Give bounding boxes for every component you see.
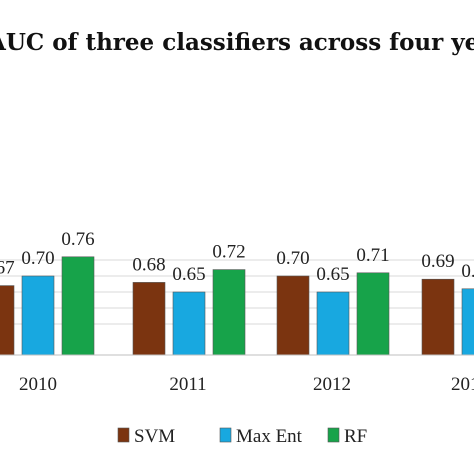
bar-max-ent-2012 — [316, 291, 350, 356]
value-label: 0.69 — [421, 251, 454, 272]
legend: SVM Max Ent RF — [117, 426, 367, 447]
x-tick-label: 2013 — [451, 374, 474, 395]
bar-rf-2011 — [212, 269, 246, 356]
value-label: 0.65 — [172, 264, 205, 285]
bar-max-ent-2011 — [172, 291, 206, 356]
legend-label: Max Ent — [236, 426, 303, 447]
legend-swatch-max-ent — [219, 427, 232, 443]
chart-title: AUC of three classifiers across four yea… — [0, 29, 474, 56]
bar-svm-2010 — [0, 285, 15, 356]
value-label: 0.68 — [132, 254, 165, 275]
x-tick-label: 2010 — [19, 374, 57, 395]
bar-max-ent-2013 — [461, 288, 474, 356]
value-label: 0.70 — [276, 248, 309, 269]
value-labels: 0.67 0.70 0.76 0.68 0.65 0.72 0.70 0.65 0.71 0.69… — [0, 229, 474, 285]
bar-svm-2013 — [421, 278, 455, 356]
value-label: 0.70 — [21, 248, 54, 269]
x-tick-label: 2012 — [313, 374, 351, 395]
x-tick-labels: 2010 2011 2012 2013 — [19, 374, 474, 395]
bars — [0, 256, 474, 356]
bar-max-ent-2010 — [21, 275, 55, 356]
value-label: 0.66 — [461, 261, 474, 282]
legend-label: RF — [344, 426, 367, 447]
value-label: 0.67 — [0, 258, 15, 279]
value-label: 0.65 — [316, 264, 349, 285]
legend-label: SVM — [134, 426, 175, 447]
value-label: 0.71 — [356, 245, 389, 266]
x-tick-label: 2011 — [169, 374, 206, 395]
value-label: 0.72 — [212, 242, 245, 263]
value-label: 0.76 — [61, 229, 94, 250]
legend-swatch-svm — [117, 427, 130, 443]
bar-rf-2010 — [61, 256, 95, 356]
bar-rf-2012 — [356, 272, 390, 356]
legend-swatch-rf — [327, 427, 340, 443]
bar-svm-2012 — [276, 275, 310, 356]
bar-svm-2011 — [132, 282, 166, 356]
